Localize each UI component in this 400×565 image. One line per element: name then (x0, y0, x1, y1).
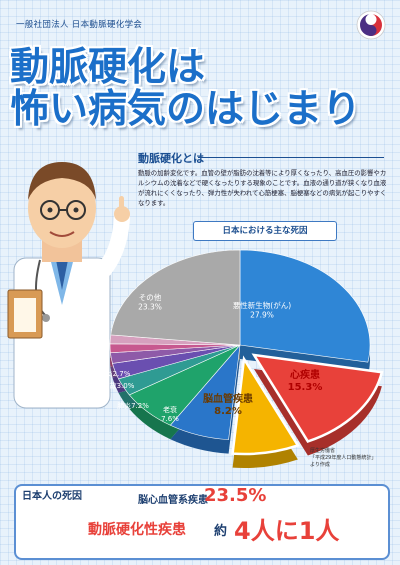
cerebro-label: 脳心血管系疾患 (138, 495, 208, 506)
source-line2: 「平成29年度人口動態統計」 (310, 455, 377, 461)
pie-slice-label: 老衰 7.6% (161, 405, 179, 423)
pie-slice-label: 自殺1.5% (68, 346, 100, 355)
organization-name: 一般社団法人 日本動脈硬化学会 (16, 20, 143, 30)
source-line1: 厚生労働省 (310, 448, 336, 454)
pie-slice-label: その他 23.3% (138, 292, 162, 312)
atherosclerosis-label: 動脈硬化性疾患 (88, 522, 186, 538)
summary-title: 日本人の死因 (22, 491, 82, 502)
source-note: 厚生労働省 「平成29年度人口動態統計」 より作成 (310, 448, 376, 469)
pie-slice-label: 脳血管疾患 8.2% (203, 392, 253, 417)
pie-chart: 悪性新生物(がん) 27.9% 心疾患 15.3% 脳血管疾患 8.2% 老衰 7.6% 肺炎7… (65, 249, 384, 468)
section-title: 動脈硬化とは (138, 152, 204, 165)
source-line3: より作成 (310, 462, 330, 468)
section-rule (198, 157, 384, 158)
main-title-line2: 怖い病気のはじまり (10, 87, 362, 132)
pie-slice (110, 249, 241, 346)
ratio-value: 4人に1人 (234, 517, 340, 545)
society-logo (356, 10, 386, 40)
main-title-line1: 動脈硬化は (10, 45, 206, 90)
about-word: 約 (214, 524, 228, 539)
summary-box (14, 484, 390, 560)
pie-slice-label: 肺炎7.2% (117, 402, 149, 410)
pie-slice (231, 355, 300, 456)
section-description: 動脈の加齢変化です。血管の壁が脂肪の沈着等により厚くなったり、高血圧の影響やカル… (138, 169, 387, 207)
pie-slice-label: 心疾患 15.3% (288, 368, 323, 393)
doctor-illustration (7, 162, 130, 409)
cerebro-value: 23.5% (204, 485, 267, 506)
chart-title: 日本における主な死因 (193, 221, 337, 241)
pie-slice-label: 誤嚥性肺炎2.7% (78, 369, 131, 378)
pie-slice-label: 不慮の事故3.0% (82, 381, 135, 390)
pie-slice (251, 353, 384, 443)
pie-slice-label: 悪性新生物(がん) 27.9% (233, 300, 291, 320)
pie-slice (239, 249, 371, 363)
pie-slice-label: 腎不全1.8% (67, 357, 106, 366)
pie-slice-label: 認知症1.5% (65, 335, 104, 344)
